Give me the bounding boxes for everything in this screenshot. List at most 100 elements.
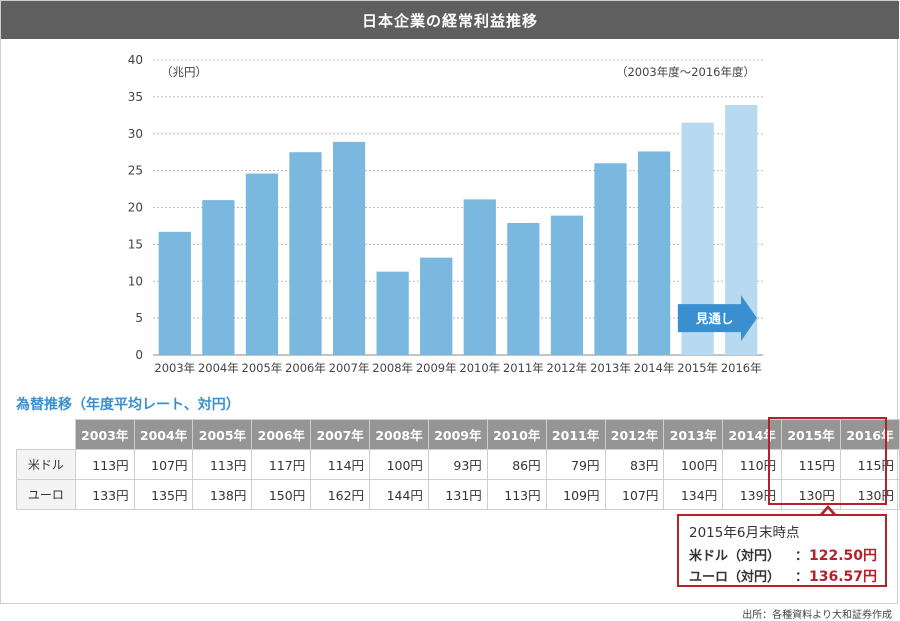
forecast-arrow [677,295,757,342]
page-title: 日本企業の経常利益推移 [1,1,899,39]
callout-eur-value: 136.57円 [809,568,878,585]
profit-bar-chart: 0 5 10 15 20 25 30 35 40 （兆円） （2003年度～2016年度） 2003年… [128,53,763,375]
y-unit-label: （兆円） [161,65,207,79]
row-label-cell: ユーロ [16,479,76,510]
forecast-label: 見通し [695,311,734,326]
callout-eur-row: ユーロ（対円） ： 136.57円 [689,565,885,586]
callout-eur-colon: ： [795,570,809,585]
rate-cell: 115円 [839,449,900,480]
year-header-cell: 2011年 [545,419,606,450]
y-tick-label: 30 [128,127,143,141]
rate-cell: 135円 [133,479,194,510]
bar [594,163,627,355]
table-row: 米ドル 113円 107円 113円 117円 114円 100円 93円 86円 79円 83円 1… [16,449,900,480]
table-corner-cell [16,419,76,450]
rate-cell: 131円 [427,479,488,510]
rates-title: 為替推移（年度平均レート、対円） [16,397,240,413]
callout-eur-label: ユーロ（対円） [689,570,781,585]
year-header-cell: 2009年 [427,419,488,450]
bar [507,222,540,355]
y-tick-label: 10 [128,274,143,288]
exchange-rate-table: 2003年 2004年 2005年 2006年 2007年 2008年 2009年 2010年… [16,419,900,510]
x-tick-label: 2010年 [459,361,500,375]
year-header-cell: 2004年 [133,419,194,450]
callout-usd-colon: ： [795,549,809,564]
year-header-cell: 2005年 [192,419,253,450]
callout-heading: 2015年6月末時点 [689,525,800,541]
year-header-cell: 2007年 [310,419,371,450]
year-header-cell: 2015年 [781,419,841,450]
x-tick-label: 2016年 [721,361,762,375]
period-label: （2003年度～2016年度） [616,65,755,79]
y-tick-label: 40 [128,53,143,67]
callout-usd-row: 米ドル（対円） ： 122.50円 [689,544,885,565]
rate-cell: 113円 [192,449,253,480]
year-header-cell: 2008年 [369,419,429,450]
x-tick-label: 2003年 [154,361,195,375]
x-tick-label: 2012年 [547,361,588,375]
bar [158,231,191,355]
bar [332,141,366,355]
year-header-cell: 2010年 [486,419,547,450]
rate-cell: 115円 [781,449,841,480]
bar [245,173,279,355]
bar [637,151,671,355]
year-header-cell: 2013年 [663,419,724,450]
rate-cell: 113円 [74,449,135,480]
x-tick-label: 2004年 [198,361,239,375]
rate-cell: 107円 [604,479,665,510]
rate-callout: 2015年6月末時点 米ドル（対円） ： 122.50円 ユーロ（対円） ： 1… [677,514,887,587]
bar [550,215,584,355]
rate-cell: 79円 [545,449,606,480]
year-header-cell: 2016年 [839,419,900,450]
source-note: 出所：各種資料より大和証券作成 [742,610,892,621]
x-tick-label: 2014年 [634,361,675,375]
rate-cell: 109円 [545,479,606,510]
rate-cell: 93円 [427,449,488,480]
rate-cell: 113円 [486,479,547,510]
rate-cell: 150円 [251,479,312,510]
rate-cell: 134円 [663,479,724,510]
y-tick-label: 0 [135,348,143,362]
year-header-cell: 2012年 [604,419,665,450]
x-tick-label: 2006年 [285,361,326,375]
rate-cell: 100円 [663,449,724,480]
rate-cell: 139円 [722,479,783,510]
year-header-cell: 2006年 [251,419,312,450]
year-header-cell: 2014年 [722,419,783,450]
rate-cell: 162円 [310,479,371,510]
rate-cell: 100円 [369,449,429,480]
y-tick-label: 15 [128,237,143,251]
x-tick-label: 2011年 [503,361,544,375]
x-tick-label: 2007年 [329,361,370,375]
y-tick-label: 5 [135,311,143,325]
callout-usd-label: 米ドル（対円） [689,549,781,564]
year-header-cell: 2003年 [74,419,135,450]
callout-usd-value: 122.50円 [809,547,878,564]
rate-cell: 130円 [839,479,900,510]
rate-cell: 144円 [369,479,429,510]
rate-cell: 117円 [251,449,312,480]
bar [376,271,409,355]
x-tick-label: 2009年 [416,361,457,375]
rate-cell: 133円 [74,479,135,510]
x-tick-label: 2013年 [590,361,631,375]
rate-cell: 114円 [310,449,371,480]
x-tick-label: 2005年 [242,361,283,375]
row-label-cell: 米ドル [16,449,76,480]
y-tick-label: 20 [128,201,143,215]
rate-cell: 138円 [192,479,253,510]
rate-cell: 110円 [722,449,783,480]
y-tick-label: 35 [128,90,143,104]
x-tick-label: 2015年 [677,361,718,375]
bar [420,257,453,355]
bar [202,200,235,355]
rate-cell: 107円 [133,449,194,480]
x-tick-label: 2008年 [372,361,413,375]
y-tick-label: 25 [128,164,143,178]
rate-cell: 83円 [604,449,665,480]
rate-cell: 86円 [486,449,547,480]
table-row: ユーロ 133円 135円 138円 150円 162円 144円 131円 113円 109円 1… [16,479,900,510]
table-header-row: 2003年 2004年 2005年 2006年 2007年 2008年 2009年 2010年… [16,419,900,450]
bar [463,199,496,355]
